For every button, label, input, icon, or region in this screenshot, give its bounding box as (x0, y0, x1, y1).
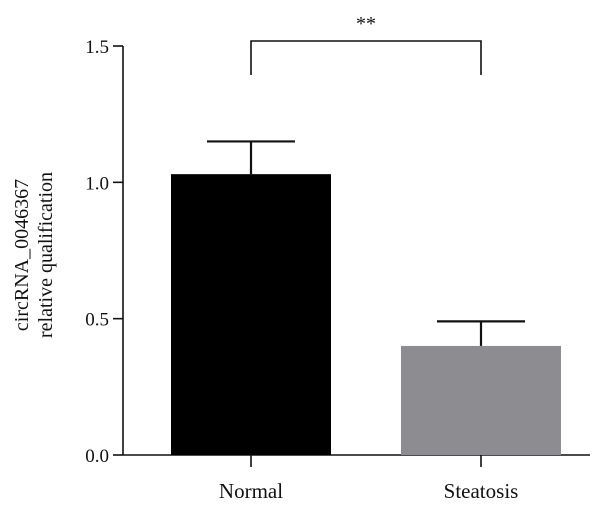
bar-steatosis (401, 345, 561, 455)
significance-label: ** (356, 13, 376, 35)
y-axis-title-line-1: circRNA_0046367 (11, 179, 33, 331)
plot-area: 0.0 0.5 1.0 1.5 Normal Steatosis ** (85, 13, 590, 503)
bar-normal (171, 174, 331, 456)
y-axis-title: circRNA_0046367 relative qualification (11, 172, 57, 338)
y-axis-title-line-2: relative qualification (35, 172, 57, 338)
y-tick-label-0: 0.0 (85, 446, 109, 467)
significance-bracket (250, 40, 482, 75)
x-tick-label-steatosis: Steatosis (444, 479, 519, 503)
y-tick-label-3: 1.5 (85, 37, 109, 58)
y-tick-label-2: 1.0 (85, 173, 109, 194)
x-tick-label-normal: Normal (219, 479, 283, 503)
y-tick-label-1: 0.5 (85, 310, 109, 331)
